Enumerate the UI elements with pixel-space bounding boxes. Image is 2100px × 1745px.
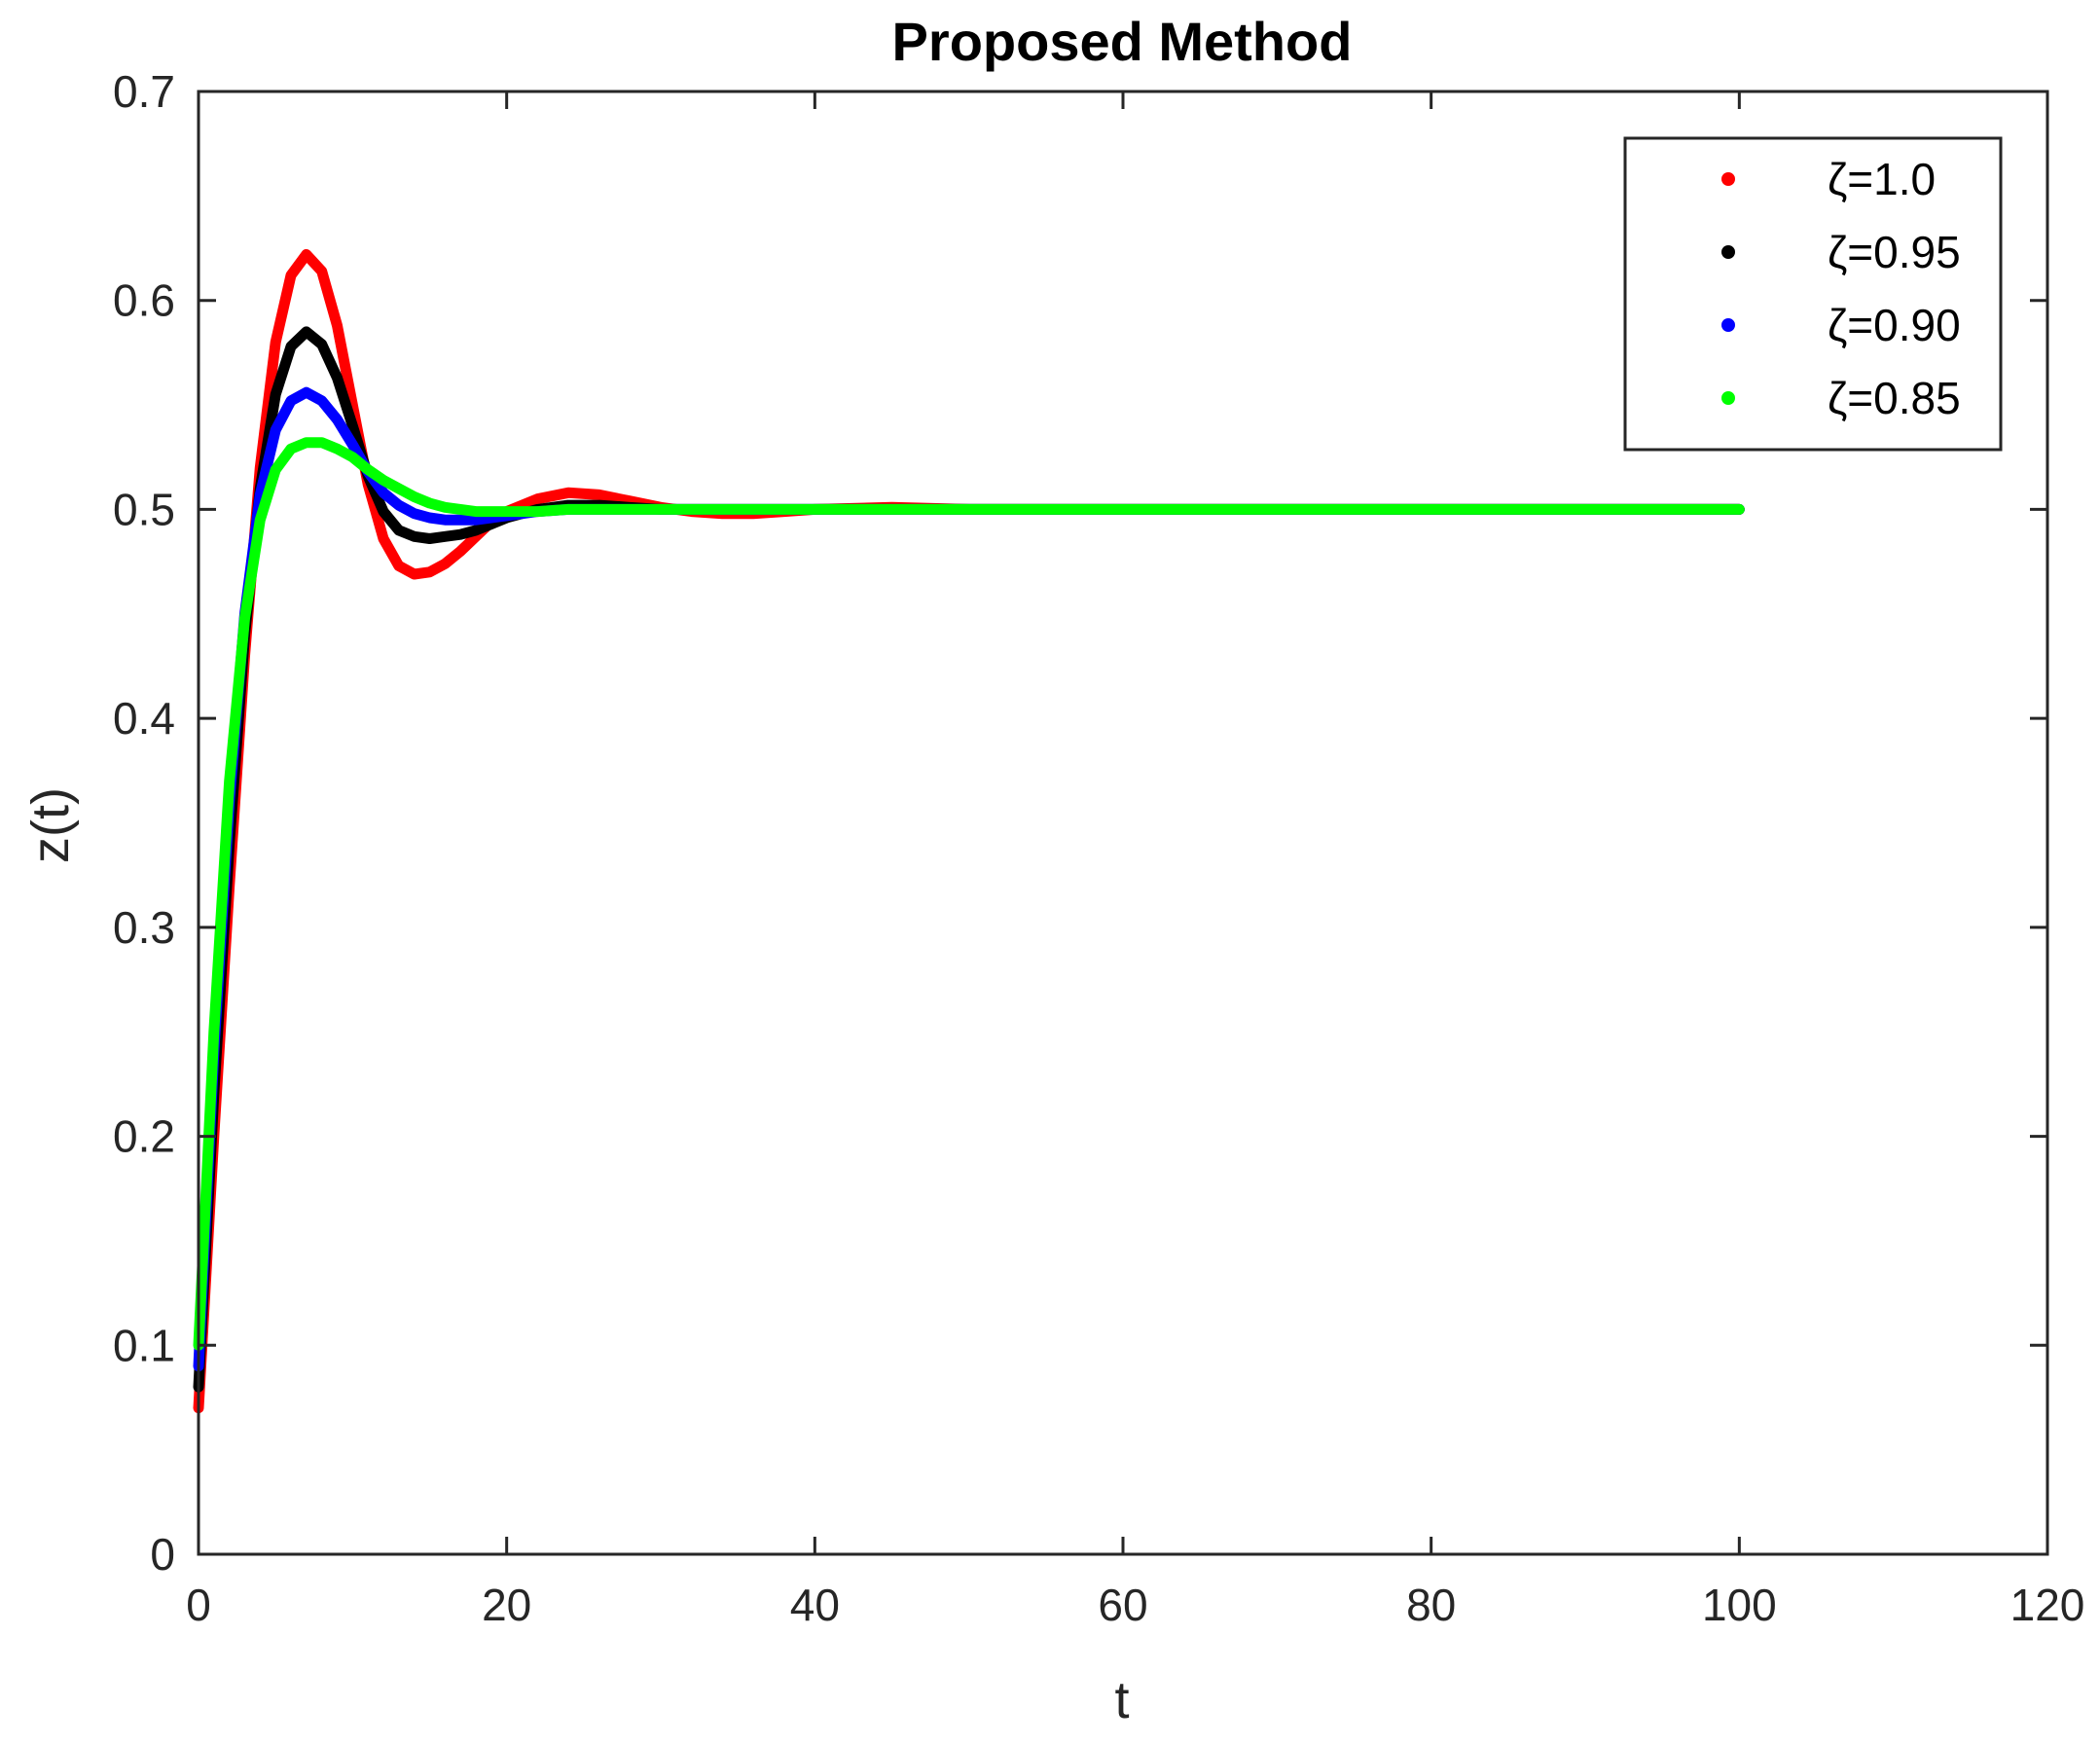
y-tick-label: 0.1 (113, 1320, 175, 1370)
x-tick-label: 40 (790, 1580, 840, 1630)
y-tick-label: 0.6 (113, 275, 175, 326)
chart-title: Proposed Method (892, 11, 1353, 72)
legend-marker (1721, 318, 1735, 332)
x-axis-label: t (1114, 1671, 1129, 1729)
y-tick-label: 0.2 (113, 1111, 175, 1162)
series-line-4 (193, 437, 1745, 1351)
y-tick-label: 0.5 (113, 484, 175, 534)
axis-ticks: 0 20 40 60 80 100 120 0 0.1 0.2 0.3 0.4 0.5 0.6 0.7 (113, 66, 2084, 1630)
y-axis-label: z(t) (21, 787, 80, 863)
x-tick-label: 20 (482, 1580, 531, 1630)
legend-label: ζ=0.85 (1828, 373, 1961, 423)
y-tick-label: 0.3 (113, 902, 175, 953)
series-layer (193, 249, 1745, 1414)
y-tick-label: 0 (150, 1529, 175, 1580)
legend-label: ζ=0.95 (1828, 227, 1961, 277)
x-tick-label: 60 (1098, 1580, 1147, 1630)
x-tick-label: 0 (186, 1580, 211, 1630)
x-tick-label: 100 (1702, 1580, 1777, 1630)
legend-box (1623, 136, 2003, 452)
legend-label: ζ=0.90 (1828, 300, 1961, 350)
x-tick-label: 80 (1406, 1580, 1456, 1630)
legend-marker (1721, 391, 1735, 405)
legend-marker (1721, 172, 1735, 186)
legend-label: ζ=1.0 (1828, 154, 1936, 204)
x-tick-label: 120 (2010, 1580, 2085, 1630)
y-tick-label: 0.7 (113, 66, 175, 117)
legend-marker (1721, 245, 1735, 259)
y-tick-label: 0.4 (113, 693, 175, 744)
legend: ζ=1.0 ζ=0.95 ζ=0.90 ζ=0.85 (1623, 136, 2003, 452)
